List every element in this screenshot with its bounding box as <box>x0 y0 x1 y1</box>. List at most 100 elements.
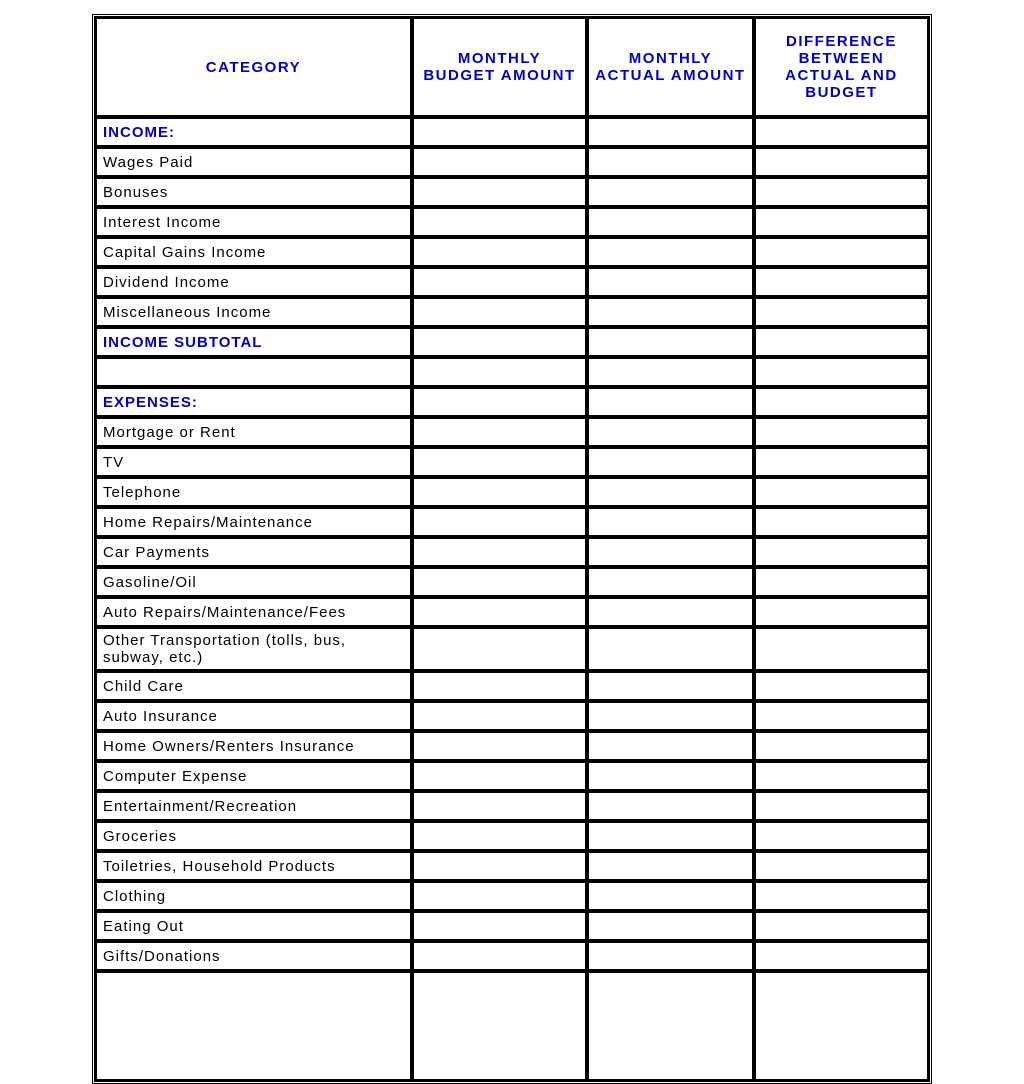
actual-cell <box>587 237 754 267</box>
budget-cell <box>412 387 587 417</box>
actual-cell <box>587 417 754 447</box>
actual-cell <box>587 971 754 1081</box>
actual-cell <box>587 387 754 417</box>
difference-cell <box>754 147 929 177</box>
category-cell: Wages Paid <box>95 147 412 177</box>
col-header-budget: MONTHLY BUDGET AMOUNT <box>412 17 587 117</box>
category-cell: Auto Repairs/Maintenance/Fees <box>95 597 412 627</box>
actual-cell <box>587 701 754 731</box>
actual-cell <box>587 567 754 597</box>
table-row: Toiletries, Household Products <box>95 851 929 881</box>
difference-cell <box>754 627 929 671</box>
actual-cell <box>587 597 754 627</box>
table-row: Child Care <box>95 671 929 701</box>
difference-cell <box>754 941 929 971</box>
col-header-actual: MONTHLY ACTUAL AMOUNT <box>587 17 754 117</box>
category-cell: Mortgage or Rent <box>95 417 412 447</box>
budget-cell <box>412 297 587 327</box>
difference-cell <box>754 327 929 357</box>
actual-cell <box>587 851 754 881</box>
actual-cell <box>587 327 754 357</box>
table-row: Interest Income <box>95 207 929 237</box>
category-cell: Auto Insurance <box>95 701 412 731</box>
category-cell: Car Payments <box>95 537 412 567</box>
difference-cell <box>754 671 929 701</box>
category-cell: Toiletries, Household Products <box>95 851 412 881</box>
actual-cell <box>587 507 754 537</box>
category-cell: Telephone <box>95 477 412 507</box>
budget-cell <box>412 177 587 207</box>
budget-cell <box>412 821 587 851</box>
actual-cell <box>587 731 754 761</box>
actual-cell <box>587 207 754 237</box>
difference-cell <box>754 237 929 267</box>
budget-cell <box>412 731 587 761</box>
budget-cell <box>412 941 587 971</box>
actual-cell <box>587 297 754 327</box>
budget-cell <box>412 881 587 911</box>
table-row: INCOME: <box>95 117 929 147</box>
category-cell: Groceries <box>95 821 412 851</box>
category-cell: Gifts/Donations <box>95 941 412 971</box>
actual-cell <box>587 537 754 567</box>
actual-cell <box>587 911 754 941</box>
category-cell: Gasoline/Oil <box>95 567 412 597</box>
table-row: Auto Insurance <box>95 701 929 731</box>
category-cell: Home Repairs/Maintenance <box>95 507 412 537</box>
budget-cell <box>412 207 587 237</box>
actual-cell <box>587 147 754 177</box>
category-cell: Dividend Income <box>95 267 412 297</box>
budget-cell <box>412 627 587 671</box>
table-row: Telephone <box>95 477 929 507</box>
table-head: CATEGORY MONTHLY BUDGET AMOUNT MONTHLY A… <box>95 17 929 117</box>
actual-cell <box>587 267 754 297</box>
table-row: Clothing <box>95 881 929 911</box>
actual-cell <box>587 791 754 821</box>
table-row: INCOME SUBTOTAL <box>95 327 929 357</box>
difference-cell <box>754 791 929 821</box>
difference-cell <box>754 597 929 627</box>
actual-cell <box>587 671 754 701</box>
section-label: EXPENSES: <box>95 387 412 417</box>
category-cell: Other Transportation (tolls, bus, subway… <box>95 627 412 671</box>
col-header-difference: DIFFERENCE BETWEEN ACTUAL AND BUDGET <box>754 17 929 117</box>
difference-cell <box>754 267 929 297</box>
budget-cell <box>412 267 587 297</box>
actual-cell <box>587 477 754 507</box>
table-row: Auto Repairs/Maintenance/Fees <box>95 597 929 627</box>
difference-cell <box>754 731 929 761</box>
actual-cell <box>587 357 754 387</box>
budget-cell <box>412 971 587 1081</box>
category-cell: Computer Expense <box>95 761 412 791</box>
actual-cell <box>587 177 754 207</box>
difference-cell <box>754 417 929 447</box>
actual-cell <box>587 627 754 671</box>
budget-cell <box>412 417 587 447</box>
difference-cell <box>754 881 929 911</box>
actual-cell <box>587 761 754 791</box>
difference-cell <box>754 971 929 1081</box>
difference-cell <box>754 477 929 507</box>
category-cell: TV <box>95 447 412 477</box>
difference-cell <box>754 507 929 537</box>
budget-cell <box>412 327 587 357</box>
category-cell: Eating Out <box>95 911 412 941</box>
table-row: Home Repairs/Maintenance <box>95 507 929 537</box>
difference-cell <box>754 297 929 327</box>
budget-cell <box>412 447 587 477</box>
budget-cell <box>412 761 587 791</box>
table-row: Entertainment/Recreation <box>95 791 929 821</box>
table-row: Home Owners/Renters Insurance <box>95 731 929 761</box>
actual-cell <box>587 821 754 851</box>
page: CATEGORY MONTHLY BUDGET AMOUNT MONTHLY A… <box>0 0 1024 1084</box>
budget-table: CATEGORY MONTHLY BUDGET AMOUNT MONTHLY A… <box>92 14 932 1084</box>
table-row <box>95 971 929 1081</box>
difference-cell <box>754 387 929 417</box>
difference-cell <box>754 537 929 567</box>
actual-cell <box>587 941 754 971</box>
section-label: INCOME: <box>95 117 412 147</box>
budget-cell <box>412 851 587 881</box>
table-row: Dividend Income <box>95 267 929 297</box>
difference-cell <box>754 567 929 597</box>
budget-cell <box>412 477 587 507</box>
